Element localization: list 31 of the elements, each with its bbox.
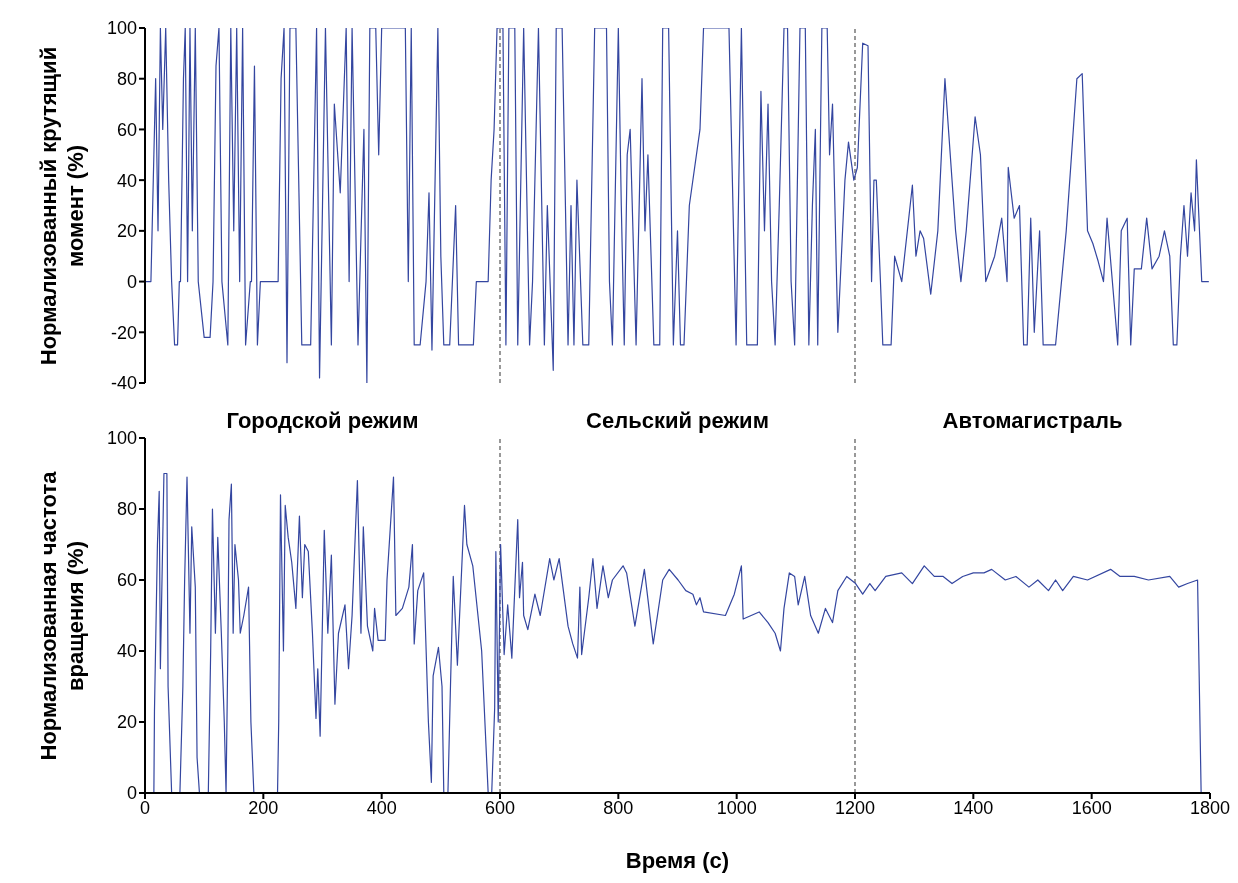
y-tick-label: 40 xyxy=(116,641,137,662)
text: Автомагистраль xyxy=(942,408,1123,434)
x-tick-label: 1000 xyxy=(716,797,757,818)
y-axis-title: Нормализованный крутящий момент (%) xyxy=(35,45,89,367)
y-tick-label: 60 xyxy=(116,570,137,591)
y-tick-label: 20 xyxy=(116,221,137,242)
text: Городской режим xyxy=(226,408,419,434)
y-tick-label: -40 xyxy=(110,373,137,394)
y-tick-label: 0 xyxy=(126,271,137,292)
x-tick-label: 1800 xyxy=(1189,797,1231,818)
y-tick-label: 80 xyxy=(116,69,137,90)
y-tick-label: 100 xyxy=(106,428,137,449)
y-tick-label: 20 xyxy=(116,712,137,733)
y-tick-label: 80 xyxy=(116,499,137,520)
x-tick-label: 400 xyxy=(366,797,397,818)
x-tick-label: 800 xyxy=(603,797,634,818)
x-tick-label: 0 xyxy=(139,797,151,818)
x-tick-label: 600 xyxy=(484,797,516,818)
x-axis-title: Время (с) xyxy=(624,848,731,874)
y-axis-title: Нормализованная частота вращения (%) xyxy=(35,470,89,762)
y-tick-label: 0 xyxy=(126,783,137,804)
x-tick-label: 200 xyxy=(248,797,279,818)
line-series xyxy=(145,28,1210,383)
y-tick-label: -20 xyxy=(110,322,137,343)
y-tick-label: 60 xyxy=(116,119,137,140)
x-tick-label: 1600 xyxy=(1071,797,1112,818)
x-tick-label: 1200 xyxy=(834,797,876,818)
text: Сельский режим xyxy=(586,408,769,434)
x-tick-label: 1400 xyxy=(953,797,994,818)
y-tick-label: 40 xyxy=(116,170,137,191)
y-tick-label: 100 xyxy=(106,18,137,39)
